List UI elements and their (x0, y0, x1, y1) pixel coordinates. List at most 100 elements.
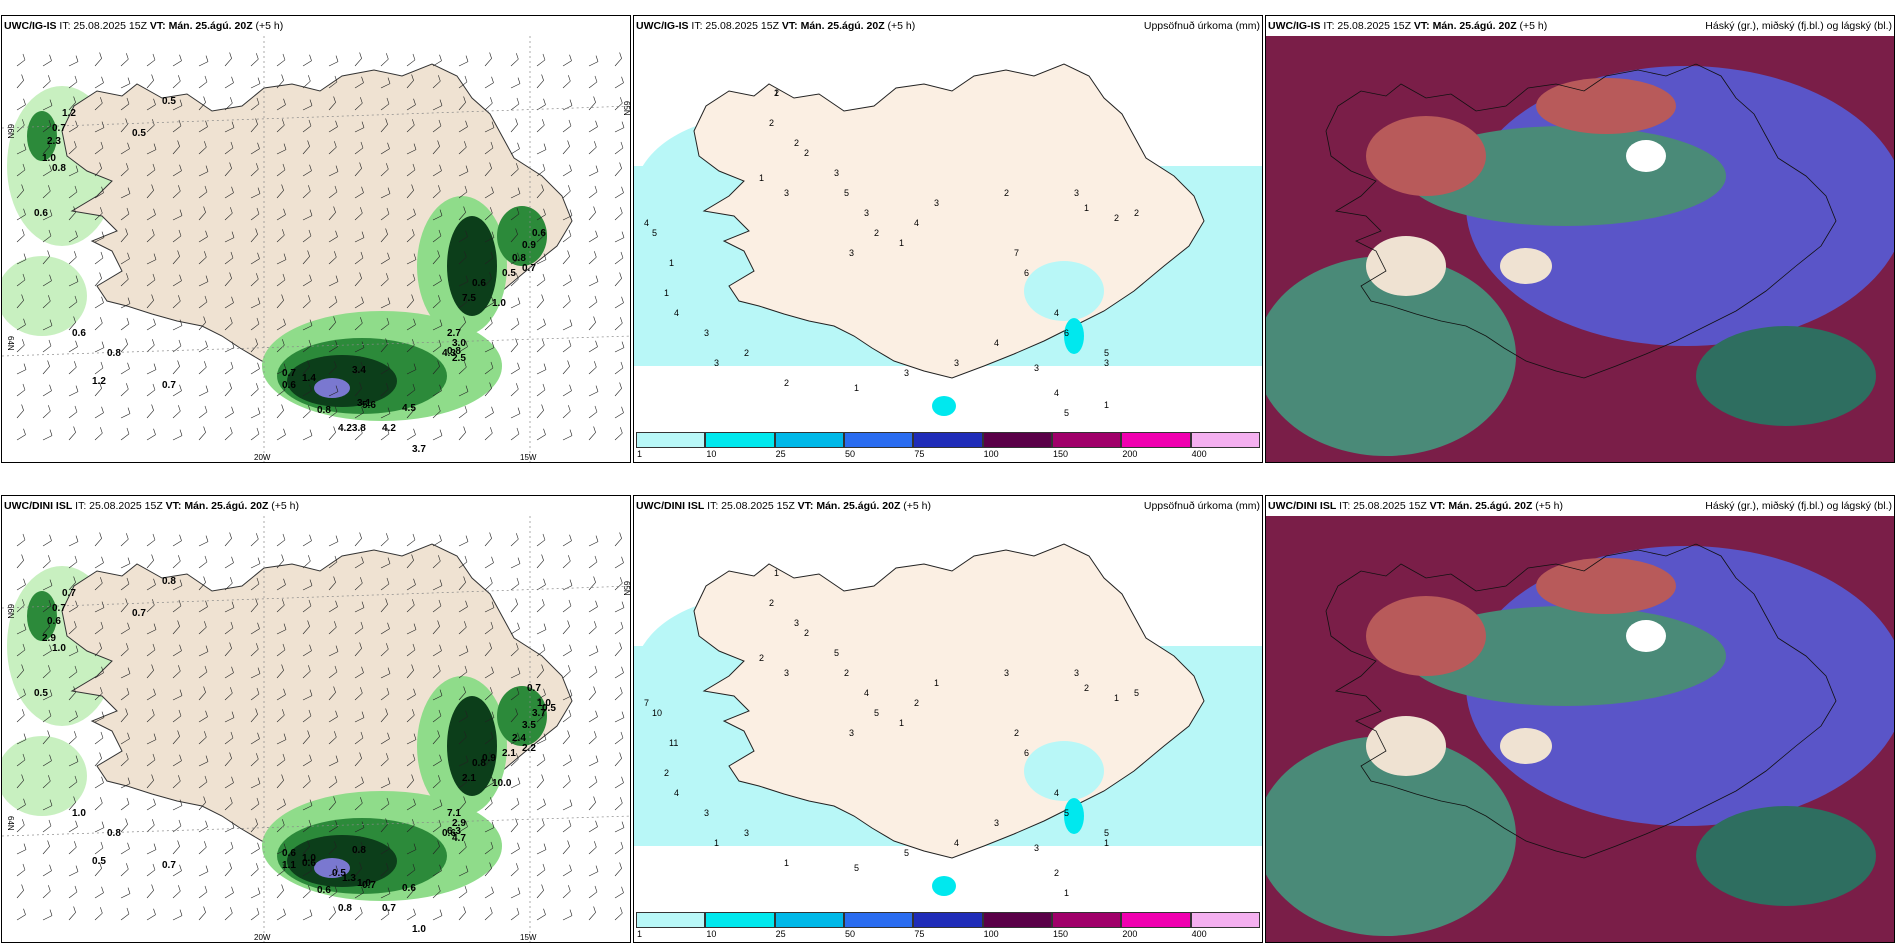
wind-barb (484, 601, 495, 613)
wind-barb (120, 228, 128, 243)
wind-barb (432, 689, 443, 701)
lon-label: 15W (520, 453, 537, 462)
wind-barb (42, 599, 52, 613)
precip-value-label: 2 (664, 768, 669, 778)
wind-barb (432, 209, 443, 221)
wind-barb (536, 843, 547, 855)
precip-value-label: 2 (1004, 188, 1009, 198)
wind-barb (120, 383, 129, 397)
wind-barb (172, 864, 182, 877)
wind-barb (328, 755, 339, 767)
panel-header: UWC/DINI ISL IT: 25.08.2025 15Z VT: Mán.… (2, 496, 630, 516)
precip-value-label: 6 (1024, 268, 1029, 278)
wind-barb (94, 361, 104, 375)
wind-barb (432, 295, 441, 309)
wind-barb (224, 601, 235, 613)
precip-value-label: 3 (994, 818, 999, 828)
wind-barb (588, 555, 598, 569)
wind-barb (380, 708, 388, 723)
wind-barb (510, 622, 520, 635)
wind-barb (484, 186, 494, 199)
wind-barb (536, 294, 544, 309)
wind-barb (94, 251, 104, 265)
wind-barb (328, 841, 337, 855)
wind-barb (380, 252, 390, 265)
wind-barb (120, 163, 129, 177)
precip-value-label: 5 (854, 863, 859, 873)
precip-value-label: 0.8 (352, 845, 366, 856)
wind-barb (68, 775, 78, 789)
wind-barb (224, 666, 234, 679)
wind-barb (536, 53, 546, 67)
wind-barb (16, 774, 24, 789)
wind-barb (224, 752, 232, 767)
wind-barb (172, 75, 181, 89)
wind-barb (224, 382, 232, 397)
wind-barb (250, 207, 260, 221)
precip-value-label: 0.8 (447, 346, 461, 357)
wind-barb (276, 643, 286, 657)
wind-barb (16, 643, 26, 657)
wind-barb (68, 206, 76, 221)
precip-value-label: 1.0 (492, 298, 506, 309)
wind-barb (68, 796, 76, 811)
wind-barb (302, 709, 312, 723)
wind-barb (354, 577, 363, 591)
precip-value-label: 4 (674, 788, 679, 798)
wind-barb (42, 119, 52, 133)
wind-barb (146, 143, 157, 155)
colorbar-swatch (774, 432, 844, 448)
precip-value-label: 5 (874, 708, 879, 718)
wind-barb (120, 818, 128, 833)
wind-barb (198, 55, 209, 67)
wind-barb (588, 340, 598, 353)
colorbar-tick-label: 50 (845, 929, 856, 939)
wind-barb (406, 294, 414, 309)
precip-value-label: 10.0 (492, 778, 512, 789)
wind-barb (146, 184, 154, 199)
wind-barb (94, 141, 104, 155)
wind-barb (354, 752, 362, 767)
wind-barb (562, 360, 570, 375)
wind-barb (510, 842, 520, 855)
wind-barb (224, 406, 234, 419)
wind-barb (224, 121, 235, 133)
wind-barb (198, 120, 208, 133)
wind-barb (406, 884, 414, 899)
wind-barb (536, 163, 546, 177)
wind-barb (380, 777, 391, 789)
wind-barb (562, 644, 572, 657)
precip-value-label: 1 (1084, 203, 1089, 213)
wind-barb (328, 426, 336, 441)
wind-barb (120, 797, 130, 811)
wind-barb (302, 250, 310, 265)
precip-value-label: 3 (794, 618, 799, 628)
high-cloud-layer (1366, 116, 1486, 196)
wind-barb (42, 665, 51, 679)
lon-label: 15W (520, 933, 537, 942)
colorbar-tick-label: 75 (914, 449, 925, 459)
wind-barb (302, 885, 311, 899)
wind-barb (510, 863, 519, 877)
wind-barb (588, 841, 597, 855)
wind-barb (484, 797, 493, 811)
wind-barb (172, 185, 181, 199)
wind-barb (94, 907, 103, 921)
wind-barb (120, 842, 130, 855)
wind-barb (68, 885, 78, 899)
wind-barb (458, 906, 466, 921)
wind-barb (458, 600, 468, 613)
wind-barb (42, 250, 50, 265)
wind-barb (614, 76, 624, 89)
wind-barb (172, 555, 181, 569)
wind-barb (328, 796, 336, 811)
wind-barb (432, 620, 440, 635)
wind-barb (42, 209, 53, 221)
wind-barb (276, 253, 287, 265)
precip-value-label: 1.2 (92, 376, 106, 387)
wind-barb (562, 754, 572, 767)
wind-barb (354, 141, 364, 155)
wind-barb (328, 645, 339, 657)
wind-barb (276, 428, 286, 441)
wind-barb (42, 274, 52, 287)
